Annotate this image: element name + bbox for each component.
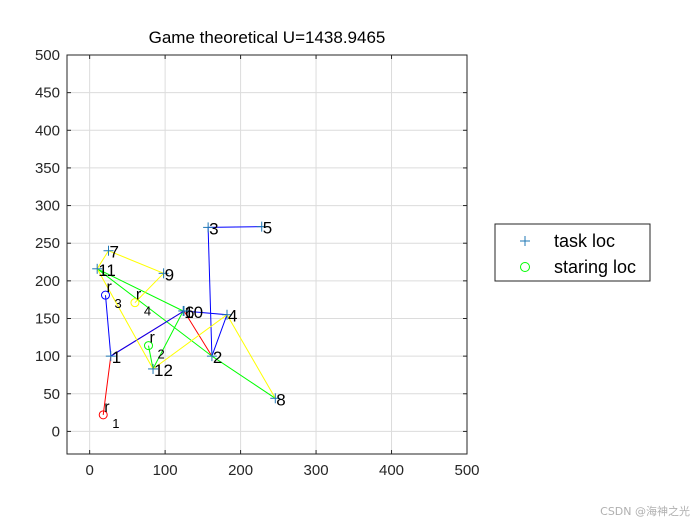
- chart-title: Game theoretical U=1438.9465: [149, 28, 386, 47]
- task-label: 3: [209, 219, 218, 238]
- watermark: CSDN @海神之光: [600, 505, 690, 518]
- y-tick-label: 200: [35, 273, 60, 290]
- task-marker: [148, 363, 159, 374]
- x-tick-label: 200: [228, 462, 253, 479]
- y-tick-label: 500: [35, 47, 60, 64]
- legend-label: task loc: [554, 231, 615, 251]
- axes-background: [67, 55, 467, 454]
- robot-label: r: [136, 287, 142, 304]
- y-tick-label: 150: [35, 310, 60, 327]
- robot-start-marker: [144, 341, 154, 351]
- robot-label-subscript: 2: [158, 347, 165, 362]
- task-marker: [222, 309, 232, 320]
- task-marker: [103, 245, 114, 256]
- route-line: [96, 268, 276, 399]
- legend: task loc staring loc: [494, 223, 651, 282]
- task-marker: [105, 351, 116, 362]
- task-label: 7: [110, 243, 119, 262]
- task-label: 4: [228, 307, 237, 326]
- y-tick-label: 250: [35, 235, 60, 252]
- robot-start-marker: [98, 410, 108, 420]
- task-marker: [92, 263, 103, 274]
- legend-label: staring loc: [554, 257, 636, 277]
- robot-label-subscript: 1: [112, 416, 119, 431]
- y-tick-label: 400: [35, 122, 60, 139]
- robot-start-marker: [130, 298, 140, 308]
- task-marker: [206, 351, 217, 362]
- task-label: 6: [185, 303, 194, 322]
- y-tick-label: 100: [35, 348, 60, 365]
- y-tick-label: 0: [52, 423, 60, 440]
- task-marker: [256, 221, 267, 232]
- robot-label-subscript: 3: [114, 296, 121, 311]
- axes-frame: [66, 54, 468, 455]
- task-marker: [203, 222, 214, 233]
- task-label: 9: [165, 265, 174, 284]
- y-tick-label: 450: [35, 85, 60, 102]
- x-tick-label: 100: [153, 462, 178, 479]
- task-label: 12: [154, 361, 173, 380]
- y-tick-label: 300: [35, 198, 60, 215]
- legend-start-marker: [520, 262, 530, 272]
- robot-label: r: [150, 330, 156, 347]
- legend-box: [494, 223, 651, 282]
- task-marker: [178, 305, 189, 316]
- robot-label: r: [104, 399, 110, 416]
- task-marker: [270, 393, 281, 404]
- robot-label: r: [106, 279, 112, 296]
- task-marker: [158, 268, 169, 279]
- task-label: 5: [263, 219, 272, 238]
- robot-label-subscript: 4: [144, 304, 151, 319]
- task-label: 2: [213, 348, 222, 367]
- plot-area: 0 100 200 300 400 500 0 50 100 150 200 250 300 350 400…: [35, 47, 480, 479]
- task-label: 8: [276, 390, 285, 409]
- y-tick-label: 350: [35, 160, 60, 177]
- robot-start-marker: [100, 290, 110, 300]
- x-tick-label: 0: [85, 462, 93, 479]
- x-tick-label: 400: [379, 462, 404, 479]
- task-label: 10: [184, 303, 203, 322]
- task-label: 1: [112, 348, 121, 367]
- x-tick-label: 500: [454, 462, 479, 479]
- task-label: 11: [98, 261, 116, 280]
- y-tick-label: 50: [43, 386, 60, 403]
- x-tick-label: 300: [304, 462, 329, 479]
